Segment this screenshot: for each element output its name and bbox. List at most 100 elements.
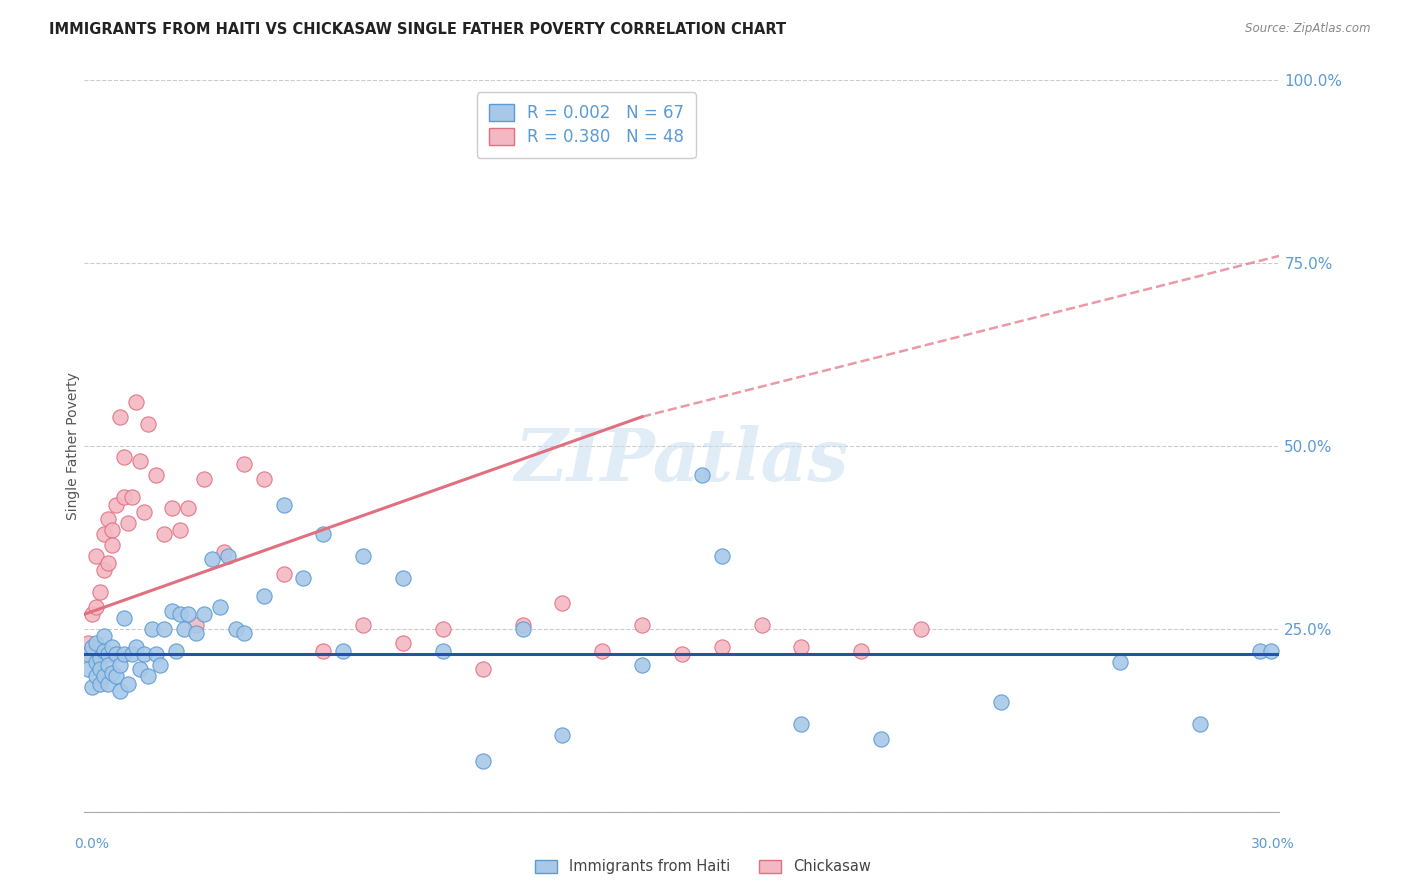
Point	[89, 651, 111, 665]
Point	[136, 669, 159, 683]
Point	[86, 669, 108, 683]
Point	[751, 618, 773, 632]
Point	[177, 501, 200, 516]
Point	[312, 526, 335, 541]
Point	[97, 512, 120, 526]
Point	[212, 545, 235, 559]
Text: 0.0%: 0.0%	[75, 837, 108, 851]
Point	[125, 640, 148, 655]
Point	[77, 662, 100, 676]
Point	[101, 665, 124, 680]
Point	[551, 728, 574, 742]
Point	[82, 640, 104, 655]
Point	[105, 648, 128, 662]
Point	[101, 640, 124, 655]
Point	[121, 648, 143, 662]
Point	[101, 538, 124, 552]
Point	[121, 490, 143, 504]
Point	[82, 607, 104, 622]
Point	[292, 571, 315, 585]
Point	[112, 611, 135, 625]
Point	[184, 618, 207, 632]
Point	[86, 655, 108, 669]
Point	[153, 526, 176, 541]
Point	[77, 648, 100, 662]
Point	[82, 681, 104, 695]
Point	[790, 717, 813, 731]
Point	[129, 662, 152, 676]
Point	[93, 629, 115, 643]
Point	[253, 589, 276, 603]
Point	[97, 648, 120, 662]
Point	[710, 640, 733, 655]
Point	[193, 472, 215, 486]
Point	[112, 450, 135, 464]
Point	[101, 523, 124, 537]
Point	[160, 603, 183, 617]
Point	[141, 622, 163, 636]
Point	[312, 644, 335, 658]
Point	[184, 625, 207, 640]
Point	[145, 468, 167, 483]
Point	[110, 409, 132, 424]
Point	[97, 556, 120, 570]
Point	[193, 607, 215, 622]
Point	[471, 662, 494, 676]
Point	[86, 599, 108, 614]
Point	[432, 622, 454, 636]
Point	[332, 644, 354, 658]
Point	[591, 644, 613, 658]
Point	[93, 563, 115, 577]
Point	[177, 607, 200, 622]
Point	[432, 644, 454, 658]
Point	[225, 622, 247, 636]
Point	[512, 622, 534, 636]
Text: Source: ZipAtlas.com: Source: ZipAtlas.com	[1246, 22, 1371, 36]
Point	[690, 468, 713, 483]
Point	[93, 669, 115, 683]
Point	[273, 567, 295, 582]
Point	[352, 549, 374, 563]
Point	[208, 599, 231, 614]
Point	[153, 622, 176, 636]
Point	[110, 658, 132, 673]
Point	[273, 498, 295, 512]
Point	[86, 549, 108, 563]
Point	[117, 516, 139, 530]
Point	[851, 644, 873, 658]
Text: 30.0%: 30.0%	[1250, 837, 1295, 851]
Point	[217, 549, 239, 563]
Point	[1260, 644, 1282, 658]
Point	[392, 571, 415, 585]
Point	[145, 648, 167, 662]
Legend: Immigrants from Haiti, Chickasaw: Immigrants from Haiti, Chickasaw	[530, 854, 876, 880]
Point	[77, 636, 100, 650]
Point	[125, 395, 148, 409]
Point	[870, 731, 893, 746]
Point	[89, 585, 111, 599]
Point	[89, 662, 111, 676]
Point	[112, 648, 135, 662]
Point	[631, 658, 654, 673]
Point	[82, 648, 104, 662]
Point	[232, 457, 254, 471]
Point	[160, 501, 183, 516]
Point	[136, 417, 159, 431]
Point	[165, 644, 187, 658]
Point	[631, 618, 654, 632]
Point	[392, 636, 415, 650]
Point	[93, 526, 115, 541]
Point	[169, 523, 191, 537]
Point	[149, 658, 172, 673]
Point	[551, 596, 574, 610]
Point	[671, 648, 693, 662]
Point	[1188, 717, 1211, 731]
Point	[910, 622, 932, 636]
Point	[1249, 644, 1271, 658]
Point	[512, 618, 534, 632]
Point	[232, 625, 254, 640]
Point	[132, 648, 156, 662]
Point	[990, 695, 1012, 709]
Point	[790, 640, 813, 655]
Point	[471, 754, 494, 768]
